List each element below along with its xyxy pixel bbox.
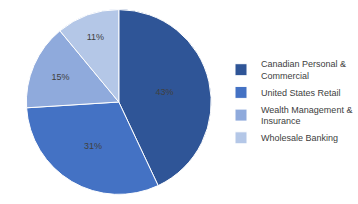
svg-text:11%: 11% <box>87 32 104 42</box>
svg-text:United States Retail: United States Retail <box>261 88 341 98</box>
svg-text:Canadian Personal &Commercial: Canadian Personal &Commercial <box>261 59 346 81</box>
svg-text:43%: 43% <box>155 87 173 97</box>
svg-text:15%: 15% <box>51 72 69 82</box>
svg-text:Wholesale Banking: Wholesale Banking <box>261 133 338 143</box>
svg-text:Wealth Management &Insurance: Wealth Management &Insurance <box>261 105 352 127</box>
svg-text:31%: 31% <box>84 141 102 151</box>
